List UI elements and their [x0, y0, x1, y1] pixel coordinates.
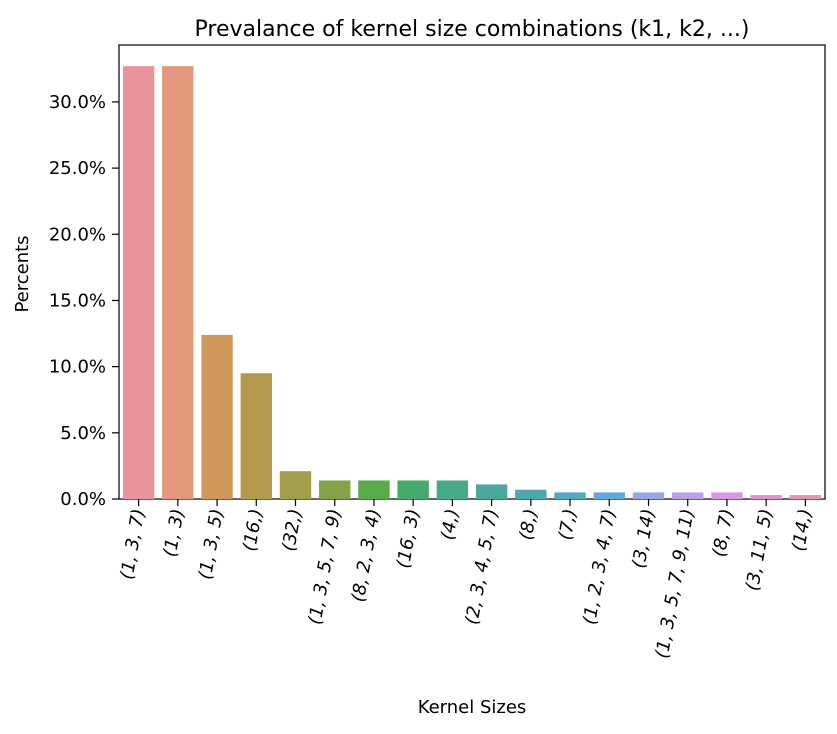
x-tick-label: (16, 3)	[393, 507, 424, 570]
bar-18	[789, 495, 822, 499]
x-tick-label: (14,)	[788, 507, 816, 553]
x-tick-label: (1, 3, 5, 7, 9, 11)	[652, 507, 699, 660]
y-tick-label: 5.0%	[60, 423, 106, 444]
bar-11	[515, 489, 547, 499]
bar-3	[201, 334, 233, 499]
x-tick-label: (1, 3)	[160, 507, 189, 558]
y-tick-label: 25.0%	[49, 158, 106, 179]
bar-15	[672, 492, 704, 499]
bar-8	[397, 480, 429, 499]
x-tick-label: (1, 3, 5, 7, 9)	[305, 507, 346, 626]
x-tick-label: (16,)	[239, 507, 267, 553]
x-tick-label: (8, 7)	[709, 507, 738, 558]
x-tick-label: (1, 3, 7)	[116, 507, 149, 581]
chart-title: Prevalance of kernel size combinations (…	[195, 17, 750, 42]
x-axis: (1, 3, 7) (1, 3) (1, 3, 5) (16,) (32,)(1, 3,…	[116, 499, 816, 660]
y-tick-label: 10.0%	[49, 357, 106, 378]
y-tick-label: 15.0%	[49, 290, 106, 311]
bar-16	[711, 492, 743, 499]
x-axis-label: Kernel Sizes	[418, 697, 527, 718]
bar-5	[279, 471, 312, 499]
bar-6	[319, 480, 351, 499]
y-axis-label: Percents	[12, 235, 33, 312]
x-tick-label: (7,)	[555, 507, 581, 541]
bar-12	[554, 492, 586, 499]
x-tick-label: (3, 14)	[628, 507, 659, 570]
y-tick-label: 20.0%	[49, 224, 106, 245]
x-tick-label: (4,)	[437, 507, 463, 541]
x-tick-label: (3, 11, 5)	[742, 507, 777, 592]
x-tick-label: (1, 2, 3, 4, 7)	[579, 507, 620, 626]
plot-frame	[118, 44, 826, 500]
x-tick-label: (8, 2, 3, 4)	[348, 507, 385, 603]
bar-14	[632, 492, 665, 499]
y-axis: 0.0% 5.0% 10.0% 15.0% 20.0% 25.0% 30.0%	[49, 44, 826, 510]
bar-7	[358, 480, 390, 499]
bar-17	[750, 495, 782, 499]
x-tick-label: (1, 3, 5)	[195, 507, 228, 581]
x-tick-label: (2, 3, 4, 5, 7)	[462, 507, 503, 626]
bars	[122, 66, 822, 499]
x-tick-label: (32,)	[278, 507, 306, 553]
y-tick-label: 30.0%	[49, 92, 106, 113]
bar-13	[593, 492, 625, 499]
y-tick-label: 0.0%	[60, 489, 106, 510]
bar-2	[162, 66, 194, 499]
bar-1	[122, 66, 155, 499]
x-tick-label: (8,)	[516, 507, 542, 541]
bar-9	[436, 480, 469, 499]
bar-10	[475, 484, 508, 499]
bar-4	[240, 373, 272, 499]
